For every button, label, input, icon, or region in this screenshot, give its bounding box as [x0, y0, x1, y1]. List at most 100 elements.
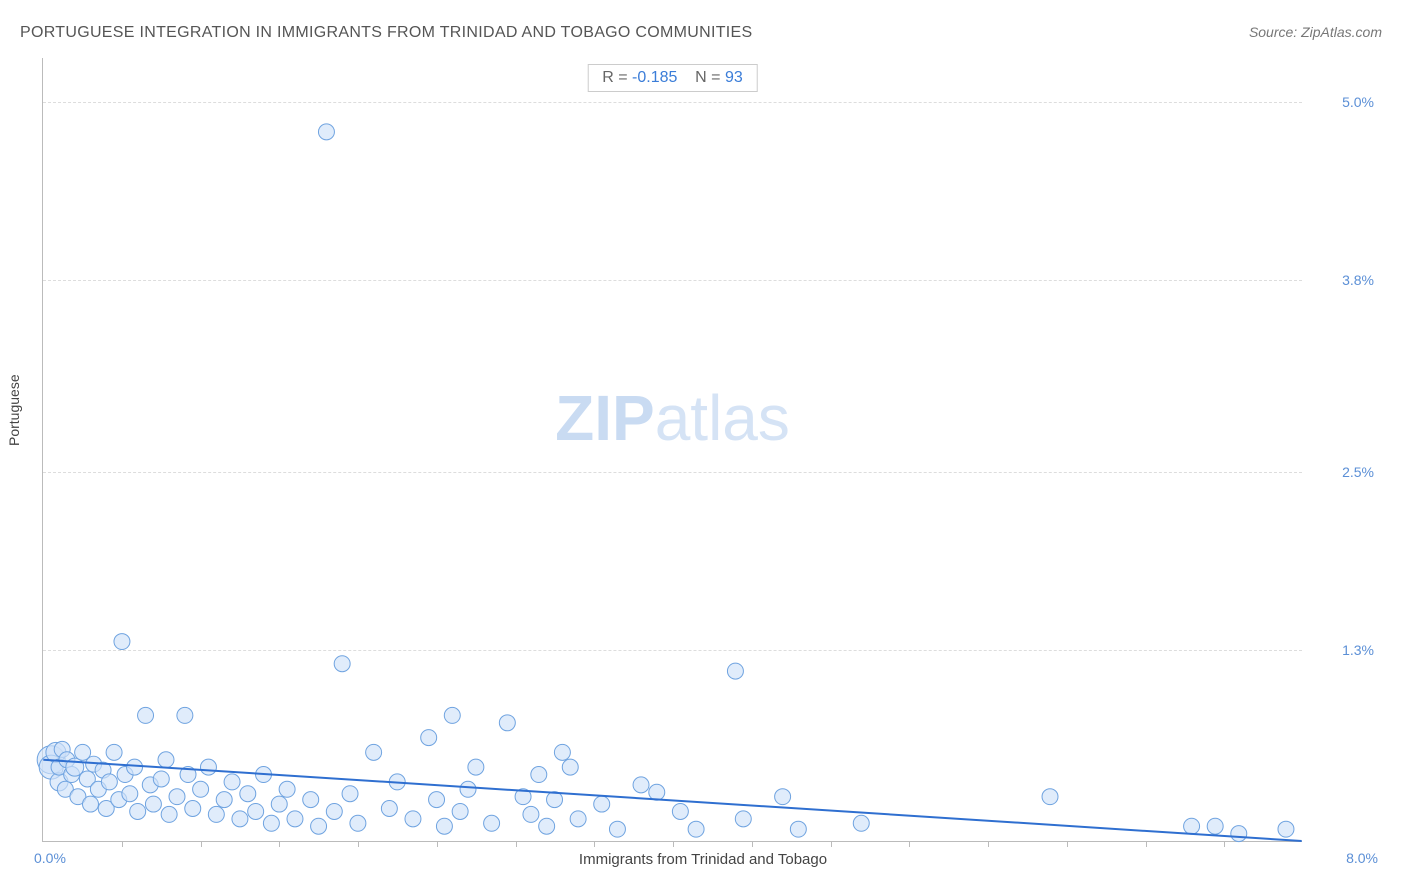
- scatter-point: [193, 781, 209, 797]
- x-tick-mark: [1067, 841, 1068, 847]
- y-axis-title: Portuguese: [6, 374, 22, 446]
- scatter-point: [735, 811, 751, 827]
- x-tick-mark: [1224, 841, 1225, 847]
- y-tick-label: 5.0%: [1342, 94, 1374, 110]
- chart-title: PORTUGUESE INTEGRATION IN IMMIGRANTS FRO…: [20, 24, 752, 42]
- x-tick-mark: [988, 841, 989, 847]
- scatter-point: [452, 803, 468, 819]
- y-tick-label: 2.5%: [1342, 464, 1374, 480]
- scatter-point: [263, 815, 279, 831]
- scatter-point: [208, 806, 224, 822]
- scatter-point: [1278, 821, 1294, 837]
- scatter-point: [1184, 818, 1200, 834]
- scatter-point: [224, 774, 240, 790]
- scatter-point: [727, 663, 743, 679]
- chart-container: PORTUGUESE INTEGRATION IN IMMIGRANTS FRO…: [0, 0, 1406, 892]
- gridline: [43, 280, 1302, 281]
- scatter-point: [1042, 789, 1058, 805]
- scatter-point: [287, 811, 303, 827]
- gridline: [43, 650, 1302, 651]
- scatter-point: [562, 759, 578, 775]
- scatter-point: [853, 815, 869, 831]
- scatter-point: [523, 806, 539, 822]
- scatter-point: [106, 744, 122, 760]
- scatter-point: [185, 801, 201, 817]
- scatter-point: [609, 821, 625, 837]
- scatter-point: [169, 789, 185, 805]
- scatter-point: [248, 803, 264, 819]
- scatter-point: [381, 801, 397, 817]
- scatter-point: [101, 774, 117, 790]
- x-tick-mark: [358, 841, 359, 847]
- scatter-point: [311, 818, 327, 834]
- scatter-point: [326, 803, 342, 819]
- x-tick-mark: [594, 841, 595, 847]
- x-tick-mark: [437, 841, 438, 847]
- x-tick-mark: [201, 841, 202, 847]
- plot-area: ZIPatlas R = -0.185 N = 93 1.3%2.5%3.8%5…: [42, 58, 1302, 842]
- x-origin-label: 0.0%: [34, 850, 66, 866]
- x-tick-mark: [673, 841, 674, 847]
- scatter-point: [158, 752, 174, 768]
- scatter-point: [554, 744, 570, 760]
- scatter-point: [405, 811, 421, 827]
- x-tick-mark: [516, 841, 517, 847]
- y-tick-label: 1.3%: [1342, 642, 1374, 658]
- scatter-point: [122, 786, 138, 802]
- scatter-point: [649, 784, 665, 800]
- x-axis-title: Immigrants from Trinidad and Tobago: [579, 851, 827, 868]
- source-attribution: Source: ZipAtlas.com: [1249, 24, 1382, 40]
- scatter-point: [114, 634, 130, 650]
- x-tick-mark: [831, 841, 832, 847]
- scatter-point: [200, 759, 216, 775]
- gridline: [43, 102, 1302, 103]
- scatter-point: [570, 811, 586, 827]
- scatter-point: [240, 786, 256, 802]
- scatter-point: [127, 759, 143, 775]
- scatter-point: [303, 792, 319, 808]
- x-tick-mark: [752, 841, 753, 847]
- scatter-point: [1231, 826, 1247, 842]
- scatter-point: [531, 767, 547, 783]
- scatter-point: [318, 124, 334, 140]
- scatter-point: [279, 781, 295, 797]
- scatter-point: [429, 792, 445, 808]
- scatter-point: [271, 796, 287, 812]
- scatter-point: [145, 796, 161, 812]
- scatter-point: [350, 815, 366, 831]
- scatter-point: [153, 771, 169, 787]
- scatter-point: [444, 707, 460, 723]
- scatter-point: [790, 821, 806, 837]
- scatter-point: [672, 803, 688, 819]
- scatter-point: [594, 796, 610, 812]
- y-tick-label: 3.8%: [1342, 272, 1374, 288]
- scatter-point: [177, 707, 193, 723]
- scatter-point: [775, 789, 791, 805]
- scatter-point: [436, 818, 452, 834]
- scatter-point: [232, 811, 248, 827]
- scatter-point: [216, 792, 232, 808]
- x-tick-mark: [279, 841, 280, 847]
- scatter-point: [460, 781, 476, 797]
- scatter-point: [421, 730, 437, 746]
- x-max-label: 8.0%: [1346, 850, 1378, 866]
- scatter-point: [499, 715, 515, 731]
- scatter-point: [468, 759, 484, 775]
- gridline: [43, 472, 1302, 473]
- scatter-point: [1207, 818, 1223, 834]
- scatter-point: [633, 777, 649, 793]
- scatter-point: [539, 818, 555, 834]
- scatter-point: [342, 786, 358, 802]
- scatter-point: [366, 744, 382, 760]
- x-tick-mark: [122, 841, 123, 847]
- scatter-point: [138, 707, 154, 723]
- x-tick-mark: [1146, 841, 1147, 847]
- scatter-svg: [43, 58, 1302, 841]
- x-tick-mark: [909, 841, 910, 847]
- scatter-point: [688, 821, 704, 837]
- scatter-point: [484, 815, 500, 831]
- scatter-point: [83, 796, 99, 812]
- scatter-point: [130, 803, 146, 819]
- scatter-point: [161, 806, 177, 822]
- scatter-point: [334, 656, 350, 672]
